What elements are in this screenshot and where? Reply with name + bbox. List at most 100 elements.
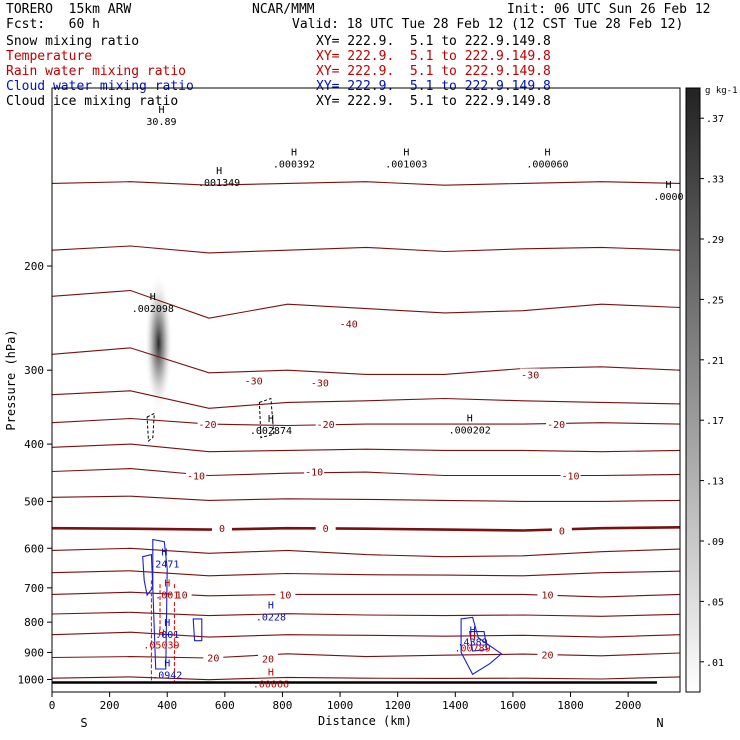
maximum-value: .000060 [526, 159, 568, 170]
temperature-label: 0 [323, 524, 329, 535]
colorbar-tick-label: .09 [706, 537, 724, 548]
colorbar-tick-label: .13 [706, 477, 724, 488]
maximum-marker: H [544, 147, 550, 158]
x-end-left-label: S [80, 716, 87, 730]
temperature-contour [51, 526, 681, 532]
maximum-value: .002874 [250, 426, 292, 437]
maximum-value: 30.89 [146, 117, 176, 128]
temperature-label-bg [243, 374, 264, 387]
init-time: Init: 06 UTC Sun 26 Feb 12 [507, 2, 711, 17]
temperature-label-bg [315, 418, 336, 431]
plot-frame [51, 87, 681, 693]
colorbar: .01 .05 .09 .13 .17 .21 .25 .29 .33 .37 [685, 87, 724, 693]
temperature-label-bg [315, 522, 336, 535]
temperature-label: -20 [547, 420, 565, 431]
cloud-water-contour [142, 553, 154, 597]
temperature-label-bg [309, 376, 330, 389]
temperature-label-bg [560, 469, 581, 482]
x-tick-label: 1800 [557, 699, 584, 712]
temperature-contour [51, 495, 681, 502]
temperature-label: 10 [176, 590, 188, 601]
temperature-contour [51, 181, 681, 186]
y-tick-label: 900 [24, 646, 44, 659]
x-tick-label: 1000 [327, 699, 354, 712]
maximum-marker: H [470, 632, 476, 643]
colorbar-tick-label: .17 [706, 416, 724, 427]
maximum-value: .4389 [458, 638, 488, 649]
temperature-label: -40 [340, 319, 358, 330]
y-axis-title: Pressure (hPa) [4, 329, 18, 430]
cloud-water-contour [152, 538, 168, 670]
maximum-value: .05039 [143, 641, 179, 652]
field-xy-rain: XY= 222.9. 5.1 to 222.9.149.8 [316, 64, 551, 79]
maximum-marker: H [268, 668, 274, 679]
temperature-contour [51, 591, 681, 598]
temperature-label: -10 [562, 471, 580, 482]
y-tick-label: 500 [24, 495, 44, 508]
temperature-label-bg [520, 368, 541, 381]
colorbar-tick-label: .25 [706, 295, 724, 306]
center-title: NCAR/MMM [252, 2, 315, 17]
field-name-temperature: Temperature [6, 49, 93, 64]
temperature-contour [51, 417, 681, 427]
temperature-label-bg [338, 317, 359, 330]
maximum-value: .00789 [455, 644, 491, 655]
temperature-label: -20 [317, 420, 335, 431]
maximum-value: .001 [155, 590, 179, 601]
temperature-contour [51, 347, 681, 375]
temperature-label-bg [537, 588, 558, 601]
x-axis-title: Distance (km) [318, 714, 412, 728]
field-name-cloud-ice: Cloud ice mixing ratio [6, 94, 179, 109]
temperature-label-bg [211, 522, 232, 535]
x-tick-label: 200 [100, 699, 120, 712]
y-tick-label: 1000 [18, 673, 45, 686]
temperature-label: 20 [541, 650, 553, 661]
maximum-marker: H [161, 548, 167, 559]
temperature-label-bg [203, 651, 224, 664]
temperature-contour [51, 570, 681, 577]
maximum-value: .000202 [449, 425, 491, 436]
maximum-marker: H [403, 147, 409, 158]
temperature-contour [51, 289, 681, 319]
y-tick-label: 300 [24, 364, 44, 377]
x-tick-label: 2000 [615, 699, 642, 712]
colorbar-gradient [685, 87, 701, 693]
x-tick-label: 400 [157, 699, 177, 712]
temperature-contour [51, 676, 681, 681]
maximum-marker: H [150, 292, 156, 303]
temperature-contour [51, 443, 681, 453]
temperature-label: -30 [245, 376, 263, 387]
x-tick-label: 0 [49, 699, 56, 712]
temperature-label-bg [197, 418, 218, 431]
colorbar-tick-label: .21 [706, 356, 724, 367]
maximum-value: .001349 [198, 178, 240, 189]
temperature-contour [51, 245, 681, 254]
maximum-marker: H [164, 578, 170, 589]
temperature-label: 10 [541, 590, 553, 601]
y-tick-label: 800 [24, 616, 44, 629]
maximum-marker: H [268, 600, 274, 611]
y-tick-label: 700 [24, 582, 44, 595]
field-name-cloud-water: Cloud water mixing ratio [6, 79, 194, 94]
snow-mixing-ratio-shading [144, 273, 173, 414]
temperature-label: 10 [279, 590, 291, 601]
temperature-label-bg [275, 588, 296, 601]
maximum-marker: H [467, 413, 473, 424]
temperature-contour [51, 652, 681, 659]
temperature-label: 0 [559, 527, 565, 538]
maximum-marker: H [291, 147, 297, 158]
maximum-value: .000392 [273, 159, 315, 170]
forecast-hour: Fcst: 60 h [6, 17, 100, 32]
temperature-label-bg [186, 469, 207, 482]
temperature-label-bg [258, 652, 279, 665]
colorbar-tick-label: .29 [706, 235, 724, 246]
maximum-marker: H [216, 166, 222, 177]
field-name-rain: Rain water mixing ratio [6, 64, 187, 79]
temperature-label: -30 [521, 370, 539, 381]
x-tick-label: 1600 [500, 699, 527, 712]
model-title: TORERO 15km ARW [6, 2, 132, 17]
colorbar-tick-label: .33 [706, 175, 724, 186]
maximum-value: .002098 [132, 304, 174, 315]
colorbar-tick-label: .05 [706, 597, 724, 608]
